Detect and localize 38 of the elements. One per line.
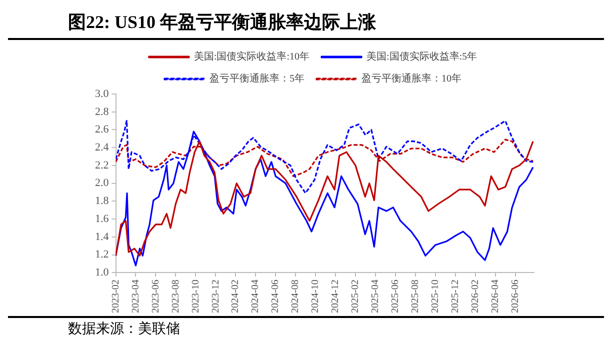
x-tick-label: 2024-04	[250, 280, 262, 314]
x-tick-label: 2025-10	[430, 280, 442, 314]
x-tick-label: 2023-08	[170, 280, 182, 314]
y-tick-label: 2.8	[95, 106, 110, 118]
x-tick-label: 2025-12	[450, 280, 461, 314]
y-tick-label: 3.0	[95, 88, 110, 100]
y-tick-label: 2.4	[95, 141, 110, 154]
legend-label: 美国:国债实际收益率:5年	[366, 50, 478, 63]
y-tick-label: 1.4	[95, 230, 110, 243]
y-tick-label: 1.2	[95, 248, 109, 261]
legend-label: 盈亏平衡通胀率：5年	[210, 72, 304, 85]
x-tick-label: 2026-04	[490, 280, 501, 314]
legend-label: 盈亏平衡通胀率：10年	[362, 72, 462, 85]
x-tick-label: 2026-02	[470, 280, 481, 314]
y-tick-label: 1.6	[95, 212, 110, 225]
y-tick-label: 2.6	[95, 124, 110, 136]
legend-label: 美国:国债实际收益率:10年	[194, 50, 310, 63]
y-tick-label: 1.8	[95, 195, 110, 208]
x-tick-label: 2024-10	[310, 280, 322, 314]
x-tick-label: 2023-10	[190, 280, 202, 314]
x-tick-label: 2023-02	[110, 280, 122, 314]
x-tick-label: 2026-06	[510, 280, 521, 314]
x-tick-label: 2025-02	[350, 280, 362, 314]
y-tick-label: 1.0	[95, 266, 110, 279]
x-tick-label: 2023-12	[210, 280, 222, 314]
y-tick-label: 2.2	[95, 159, 109, 172]
x-tick-label: 2024-02	[230, 280, 242, 314]
x-tick-label: 2025-06	[390, 280, 402, 314]
y-tick-label: 2.0	[95, 177, 110, 190]
chart-title: 图22: US10 年盈亏平衡通胀率边际上涨	[8, 8, 604, 40]
x-tick-label: 2025-08	[410, 280, 422, 314]
x-tick-label: 2025-04	[370, 280, 382, 314]
x-tick-label: 2023-06	[150, 280, 162, 314]
x-tick-label: 2023-04	[130, 280, 142, 314]
x-tick-label: 2024-08	[290, 280, 302, 314]
source-note: 数据来源：美联储	[68, 320, 181, 338]
x-tick-label: 2024-12	[330, 280, 342, 314]
x-tick-label: 2024-06	[270, 280, 282, 314]
